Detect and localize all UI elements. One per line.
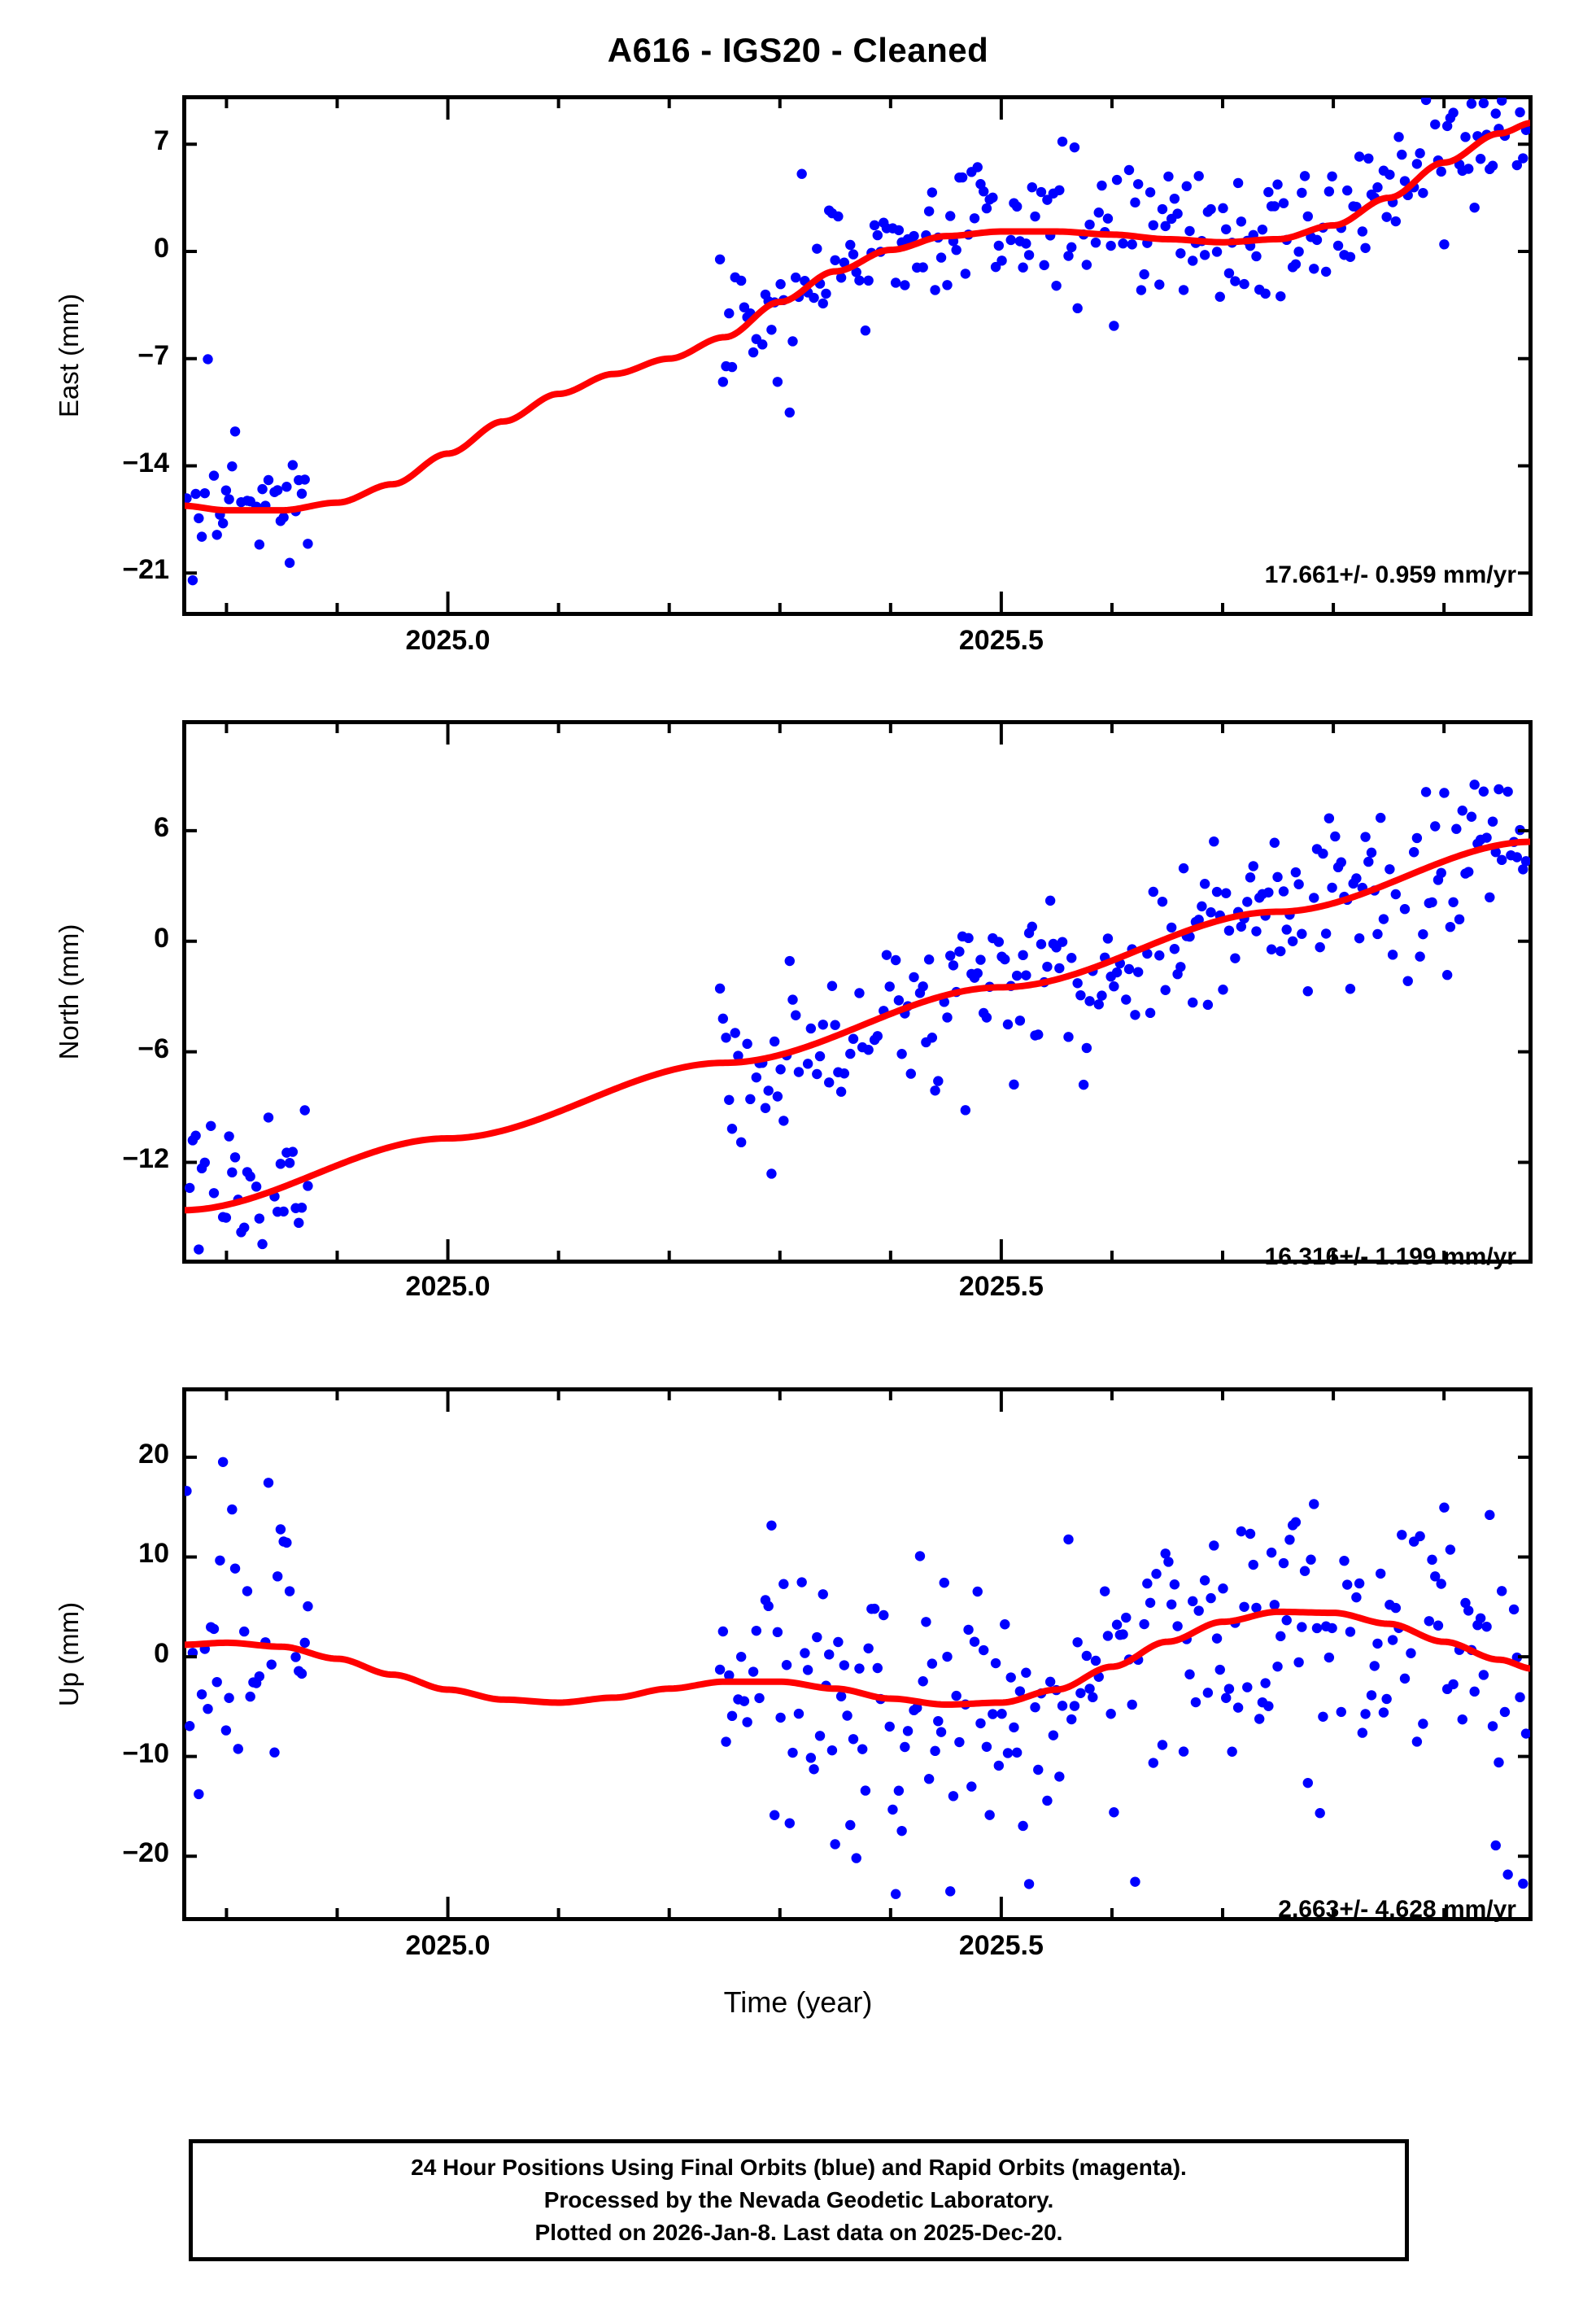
x-tick-label: 2025.5 (958, 625, 1044, 656)
axis-ticks (182, 720, 1533, 1264)
x-axis-label: Time (year) (723, 1985, 873, 2019)
y-tick-label: 20 (138, 1438, 169, 1470)
y-tick-label: −12 (122, 1143, 169, 1175)
y-tick-label: −7 (137, 339, 169, 371)
footer-line-3: Plotted on 2026-Jan-8. Last data on 2025… (534, 2219, 1063, 2245)
x-tick-label: 2025.0 (405, 1930, 491, 1961)
y-tick-label: 0 (154, 1638, 169, 1670)
footer-line-2: Processed by the Nevada Geodetic Laborat… (543, 2187, 1054, 2213)
series-group (185, 1457, 1530, 1899)
footer-line-1: 24 Hour Positions Using Final Orbits (bl… (411, 2155, 1187, 2181)
page-title: A616 - IGS20 - Cleaned (607, 31, 989, 69)
y-tick-label: 0 (154, 922, 169, 954)
y-tick-label: 7 (154, 125, 169, 157)
series-group (185, 780, 1530, 1255)
y-tick-label: −14 (122, 447, 169, 478)
y-tick-label: 10 (138, 1538, 169, 1570)
series-group (185, 98, 1530, 586)
x-tick-label: 2025.0 (405, 1271, 491, 1302)
plot-frame-up (182, 1387, 1533, 1921)
axis-ticks (182, 95, 1533, 616)
x-tick-label: 2025.0 (405, 625, 491, 656)
y-tick-label: 6 (154, 811, 169, 843)
fit-line (185, 838, 1530, 1214)
y-tick-label: −6 (137, 1033, 169, 1064)
y-tick-label: −21 (122, 554, 169, 586)
rate-annotation-up: 2.663+/- 4.628 mm/yr (1278, 1896, 1516, 1923)
scatter-points (185, 1457, 1530, 1899)
x-tick-label: 2025.5 (958, 1930, 1044, 1961)
footer-caption-box: 24 Hour Positions Using Final Orbits (bl… (189, 2139, 1409, 2261)
y-tick-label: 0 (154, 233, 169, 264)
rate-annotation-north: 16.316+/- 1.199 mm/yr (1264, 1243, 1516, 1270)
plot-frame-east (182, 95, 1533, 616)
y-axis-label-up: Up (mm) (54, 1601, 84, 1707)
y-tick-label: −10 (122, 1737, 169, 1769)
fit-line (185, 120, 1530, 514)
rate-annotation-east: 17.661+/- 0.959 mm/yr (1264, 561, 1516, 588)
axis-ticks (182, 1387, 1533, 1921)
fit-line (185, 1608, 1530, 1708)
scatter-points (185, 780, 1530, 1255)
x-tick-label: 2025.5 (958, 1271, 1044, 1302)
y-tick-label: −20 (122, 1837, 169, 1869)
